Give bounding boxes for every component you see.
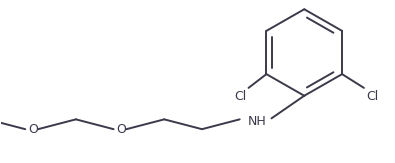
Text: Cl: Cl <box>366 90 378 103</box>
Text: O: O <box>28 123 38 136</box>
Text: NH: NH <box>248 115 267 128</box>
Text: Cl: Cl <box>234 90 246 103</box>
Text: O: O <box>117 123 126 136</box>
